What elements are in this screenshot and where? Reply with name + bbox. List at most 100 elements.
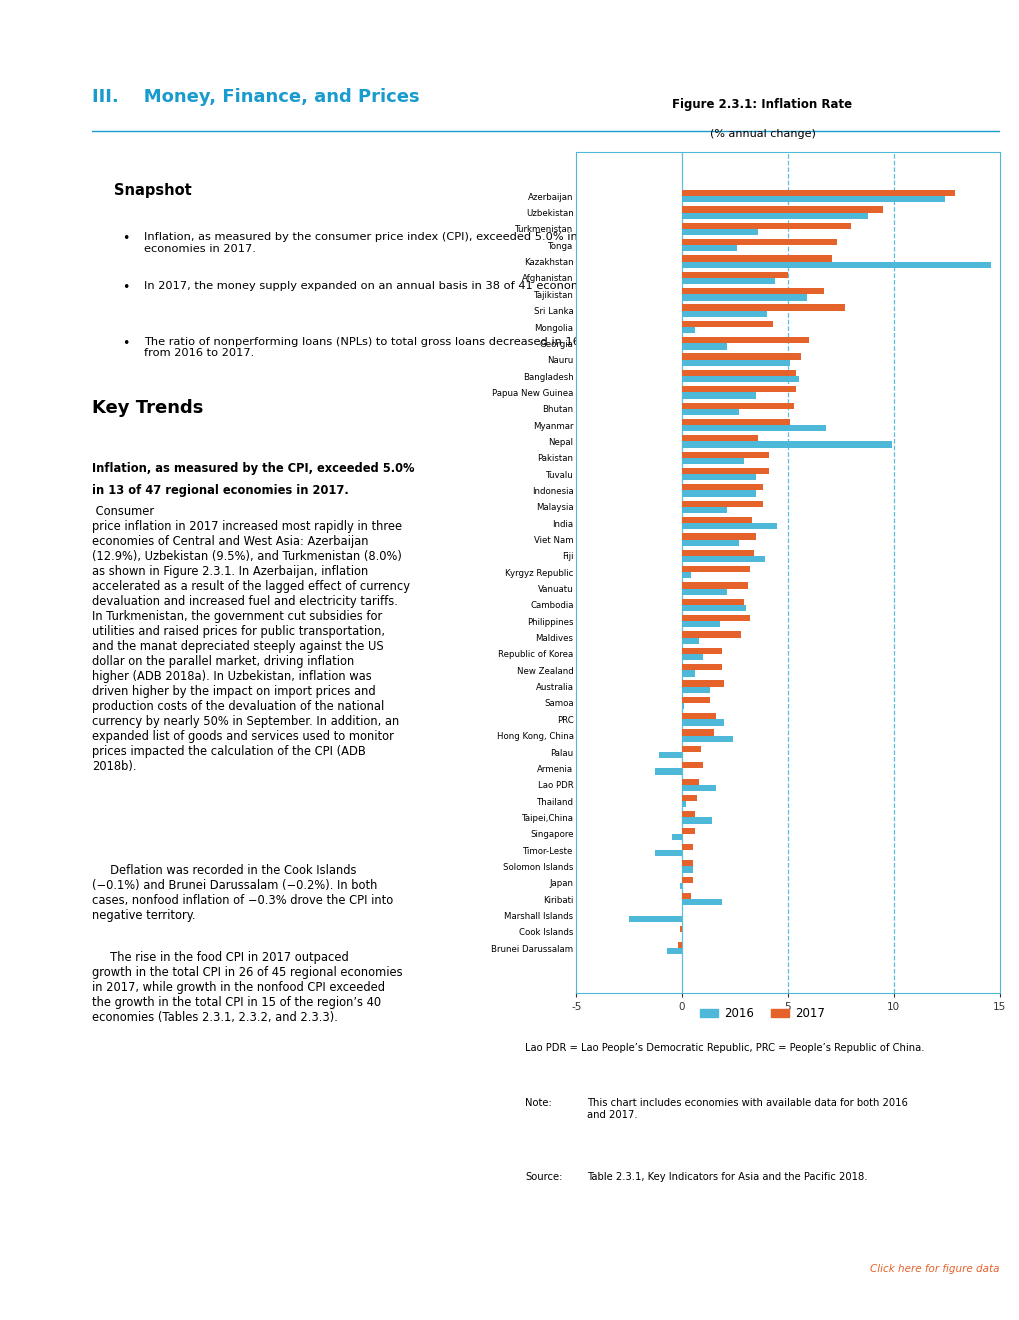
Bar — [682, 261, 990, 268]
Bar — [682, 892, 690, 899]
Bar — [682, 467, 768, 474]
Text: Inflation, as measured by the CPI, exceeded 5.0%: Inflation, as measured by the CPI, excee… — [92, 462, 414, 475]
Bar — [682, 272, 788, 279]
Text: Consumer
price inflation in 2017 increased most rapidly in three
economies of Ce: Consumer price inflation in 2017 increas… — [92, 506, 410, 774]
Text: •: • — [121, 337, 129, 350]
Bar — [682, 436, 757, 441]
Text: Table 2.3.1, Key Indicators for Asia and the Pacific 2018.: Table 2.3.1, Key Indicators for Asia and… — [586, 1172, 866, 1183]
Bar — [682, 474, 755, 480]
Bar — [682, 409, 739, 414]
Bar — [682, 556, 764, 562]
Text: This chart includes economies with available data for both 2016
and 2017.: This chart includes economies with avail… — [586, 1098, 907, 1119]
Bar — [682, 288, 823, 294]
Bar — [682, 589, 726, 595]
Bar — [682, 327, 694, 333]
Bar — [671, 834, 682, 840]
Text: The rise in the food CPI in 2017 outpaced
growth in the total CPI in 26 of 45 re: The rise in the food CPI in 2017 outpace… — [92, 950, 403, 1024]
Bar — [682, 843, 692, 850]
Bar — [682, 310, 766, 317]
Text: Deflation was recorded in the Cook Islands
(−0.1%) and Brunei Darussalam (−0.2%): Deflation was recorded in the Cook Islan… — [92, 865, 392, 923]
Bar — [682, 321, 772, 327]
Bar — [682, 451, 768, 458]
Bar — [682, 228, 757, 235]
Text: Click here for figure data: Click here for figure data — [869, 1263, 999, 1274]
Bar — [682, 713, 715, 719]
Bar — [682, 648, 721, 653]
Bar — [680, 925, 682, 932]
Bar — [682, 223, 851, 228]
Bar — [682, 343, 726, 350]
Bar — [682, 746, 700, 752]
Bar — [682, 197, 944, 202]
Bar — [682, 213, 867, 219]
Bar — [682, 441, 891, 447]
Bar — [682, 638, 698, 644]
Bar — [682, 458, 743, 465]
Bar — [682, 680, 723, 686]
Bar — [682, 735, 733, 742]
Text: (% annual change): (% annual change) — [709, 129, 814, 139]
Bar — [682, 279, 774, 284]
Bar — [682, 403, 794, 409]
Text: Figure 2.3.1: Inflation Rate: Figure 2.3.1: Inflation Rate — [672, 98, 852, 111]
Bar — [682, 387, 796, 392]
Bar — [682, 517, 751, 523]
Bar — [682, 392, 755, 399]
Bar — [666, 948, 682, 954]
Bar — [682, 605, 745, 611]
Bar — [682, 653, 703, 660]
Bar — [682, 425, 825, 432]
Bar — [682, 360, 790, 366]
Bar — [654, 850, 682, 857]
Bar — [682, 582, 747, 589]
Bar — [682, 540, 739, 545]
Text: Inflation, as measured by the consumer price index (CPI), exceeded 5.0% in 13 of: Inflation, as measured by the consumer p… — [145, 232, 679, 253]
Text: III.    Money, Finance, and Prices: III. Money, Finance, and Prices — [92, 88, 419, 106]
Text: •: • — [121, 281, 129, 293]
Bar — [682, 899, 721, 906]
Bar — [682, 305, 845, 310]
Bar — [682, 376, 798, 383]
Bar — [682, 801, 686, 808]
Bar — [682, 719, 723, 726]
Text: Snapshot: Snapshot — [114, 182, 192, 198]
Bar — [682, 664, 721, 671]
Bar — [682, 507, 726, 513]
Bar — [682, 615, 749, 622]
Bar — [682, 572, 690, 578]
Bar — [682, 861, 692, 866]
Bar — [682, 631, 741, 638]
Bar — [658, 752, 682, 758]
Text: Note:: Note: — [525, 1098, 551, 1109]
Text: Lao PDR = Lao People’s Democratic Republic, PRC = People’s Republic of China.: Lao PDR = Lao People’s Democratic Republ… — [525, 1043, 924, 1053]
Legend: 2016, 2017: 2016, 2017 — [695, 1002, 828, 1026]
Text: Source:: Source: — [525, 1172, 562, 1183]
Bar — [682, 206, 882, 213]
Bar — [682, 246, 737, 252]
Bar — [682, 671, 694, 677]
Bar — [682, 294, 806, 301]
Bar — [682, 491, 755, 496]
Bar — [682, 484, 762, 491]
Text: •: • — [121, 232, 129, 246]
Bar — [682, 566, 749, 572]
Bar — [682, 622, 719, 627]
Bar — [682, 418, 790, 425]
Bar — [682, 686, 709, 693]
Bar — [682, 779, 698, 784]
Bar — [682, 817, 711, 824]
Bar — [682, 599, 743, 605]
Bar — [682, 549, 753, 556]
Bar — [682, 812, 694, 817]
Bar — [682, 730, 713, 735]
Bar — [682, 370, 796, 376]
Bar — [654, 768, 682, 775]
Bar — [682, 239, 836, 246]
Bar — [682, 697, 709, 704]
Bar — [682, 354, 800, 360]
Bar — [682, 337, 808, 343]
Bar — [629, 916, 682, 921]
Text: The ratio of nonperforming loans (NPLs) to total gross loans decreased in 16 of : The ratio of nonperforming loans (NPLs) … — [145, 337, 728, 358]
Bar — [680, 883, 682, 890]
Bar — [682, 762, 703, 768]
